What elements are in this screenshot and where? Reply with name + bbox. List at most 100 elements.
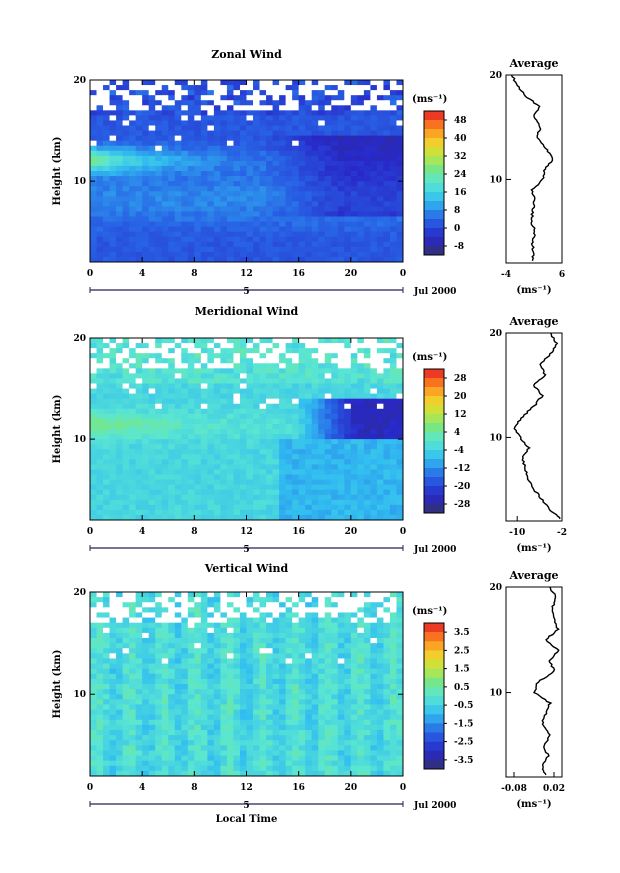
heatmap-cell — [168, 735, 176, 741]
heatmap-cell — [129, 765, 137, 772]
heatmap-cell — [220, 714, 228, 721]
heatmap-cell — [370, 484, 378, 491]
heatmap-cell — [142, 499, 150, 506]
heatmap-cell — [253, 408, 260, 415]
heatmap-cell — [233, 494, 241, 501]
heatmap-cell — [344, 160, 352, 167]
heatmap-cell — [233, 216, 241, 222]
heatmap-cell — [266, 668, 273, 675]
heatmap-cell — [239, 439, 247, 445]
heatmap-cell — [259, 368, 267, 374]
heatmap-cell — [383, 196, 391, 202]
heatmap-cell — [279, 383, 287, 389]
heatmap-cell — [239, 612, 247, 618]
heatmap-cell — [305, 236, 313, 243]
heatmap-cell — [292, 221, 300, 228]
heatmap-cell — [337, 514, 345, 521]
heatmap-cell — [122, 383, 130, 389]
heatmap-cell — [187, 663, 195, 670]
heatmap-cell — [96, 684, 104, 690]
heatmap-cell — [96, 120, 104, 126]
x-tick-label: 0 — [87, 527, 93, 537]
heatmap-cell — [90, 474, 97, 480]
heatmap-cell — [174, 236, 182, 243]
heatmap-cell — [331, 338, 339, 344]
heatmap-cell — [135, 740, 143, 746]
heatmap-cell — [311, 504, 319, 511]
heatmap-cell — [285, 176, 293, 182]
heatmap-cell — [363, 393, 371, 400]
heatmap-cell — [142, 689, 150, 695]
heatmap-cell — [142, 130, 150, 137]
heatmap-cell — [292, 423, 300, 430]
heatmap-cell — [266, 663, 273, 670]
heatmap-cell — [266, 176, 273, 182]
heatmap-cell — [174, 423, 182, 430]
heatmap-cell — [135, 110, 143, 116]
heatmap-cell — [331, 694, 339, 700]
heatmap-cell — [90, 373, 97, 379]
heatmap-cell — [272, 459, 280, 465]
heatmap-cell — [213, 110, 221, 116]
heatmap-cell — [103, 135, 110, 142]
heatmap-cell — [266, 689, 273, 695]
heatmap-cell — [279, 760, 287, 767]
heatmap-cell — [96, 201, 104, 207]
heatmap-cell — [311, 398, 319, 405]
heatmap-cell — [324, 423, 332, 430]
heatmap-cell — [142, 206, 150, 212]
heatmap-cell — [90, 171, 97, 177]
heatmap-cell — [298, 740, 306, 746]
heatmap-cell — [285, 704, 293, 710]
heatmap-cell — [253, 388, 260, 395]
heatmap-cell — [116, 474, 123, 480]
heatmap-cell — [253, 750, 260, 756]
heatmap-cell — [376, 454, 384, 460]
heatmap-cell — [389, 171, 397, 177]
heatmap-cell — [148, 378, 156, 384]
heatmap-cell — [324, 494, 332, 501]
heatmap-cell — [305, 643, 313, 649]
heatmap-cell — [142, 358, 150, 364]
heatmap-cell — [142, 246, 150, 253]
heatmap-cell — [331, 439, 339, 445]
heatmap-cell — [311, 338, 319, 344]
heatmap-cell — [135, 343, 143, 349]
heatmap-cell — [266, 140, 273, 147]
heatmap-cell — [220, 378, 228, 384]
heatmap-cell — [135, 140, 143, 147]
heatmap-cell — [259, 125, 267, 131]
heatmap-cell — [142, 105, 150, 111]
heatmap-cell — [207, 673, 215, 680]
heatmap-cell — [103, 464, 110, 470]
heatmap-cell — [376, 413, 384, 420]
heatmap-cell — [155, 704, 163, 710]
heatmap-cell — [272, 735, 280, 741]
heatmap-cell — [103, 454, 110, 460]
heatmap-cell — [357, 85, 365, 91]
heatmap-cell — [279, 514, 287, 521]
heatmap-cell — [129, 643, 137, 649]
heatmap-cell — [148, 714, 156, 721]
heatmap-cell — [226, 689, 234, 695]
heatmap-cell — [285, 221, 293, 228]
heatmap-cell — [194, 439, 202, 445]
heatmap-cell — [233, 95, 241, 101]
heatmap-cell — [376, 403, 384, 410]
heatmap-cell — [155, 689, 163, 695]
heatmap-cell — [200, 449, 208, 455]
heatmap-cell — [259, 418, 267, 425]
heatmap-cell — [318, 444, 326, 450]
heatmap-cell — [272, 363, 280, 369]
heatmap-cell — [116, 444, 123, 450]
heatmap-cell — [122, 358, 130, 364]
heatmap-cell — [109, 363, 117, 369]
heatmap-cell — [259, 632, 267, 639]
heatmap-cell — [168, 745, 176, 751]
heatmap-cell — [187, 338, 195, 344]
heatmap-cell — [253, 474, 260, 480]
heatmap-cell — [168, 85, 176, 91]
heatmap-cell — [207, 439, 215, 445]
heatmap-cell — [194, 231, 202, 238]
heatmap-cell — [226, 413, 234, 420]
